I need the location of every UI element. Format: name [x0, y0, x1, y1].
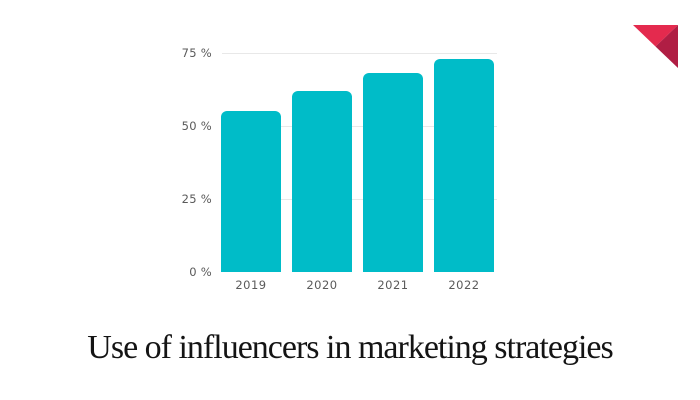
plot-area: [220, 53, 497, 272]
bar-chart: 0 % 25 % 50 % 75 % 2019 2020 2021 2022: [158, 45, 503, 300]
x-tick-label-2019: 2019: [235, 278, 267, 292]
chart-title: Use of influencers in marketing strategi…: [87, 329, 613, 366]
bar-2022: [434, 58, 494, 272]
bar-2021: [363, 73, 423, 272]
red-triangle-logo-icon: [633, 25, 678, 68]
y-tick-label-75: 75 %: [181, 46, 212, 60]
gridline-25: [222, 199, 497, 200]
y-tick-label-25: 25 %: [181, 192, 212, 206]
logo-dark-facet: [655, 25, 678, 68]
logo-light-facet: [633, 25, 678, 47]
gridline-75: [222, 53, 497, 54]
bar-2020: [292, 91, 352, 272]
x-tick-label-2020: 2020: [306, 278, 338, 292]
y-tick-label-0: 0 %: [189, 265, 212, 279]
bar-2019: [221, 111, 281, 272]
x-tick-label-2021: 2021: [377, 278, 409, 292]
x-tick-label-2022: 2022: [448, 278, 480, 292]
gridline-50: [222, 126, 497, 127]
y-tick-label-50: 50 %: [181, 119, 212, 133]
